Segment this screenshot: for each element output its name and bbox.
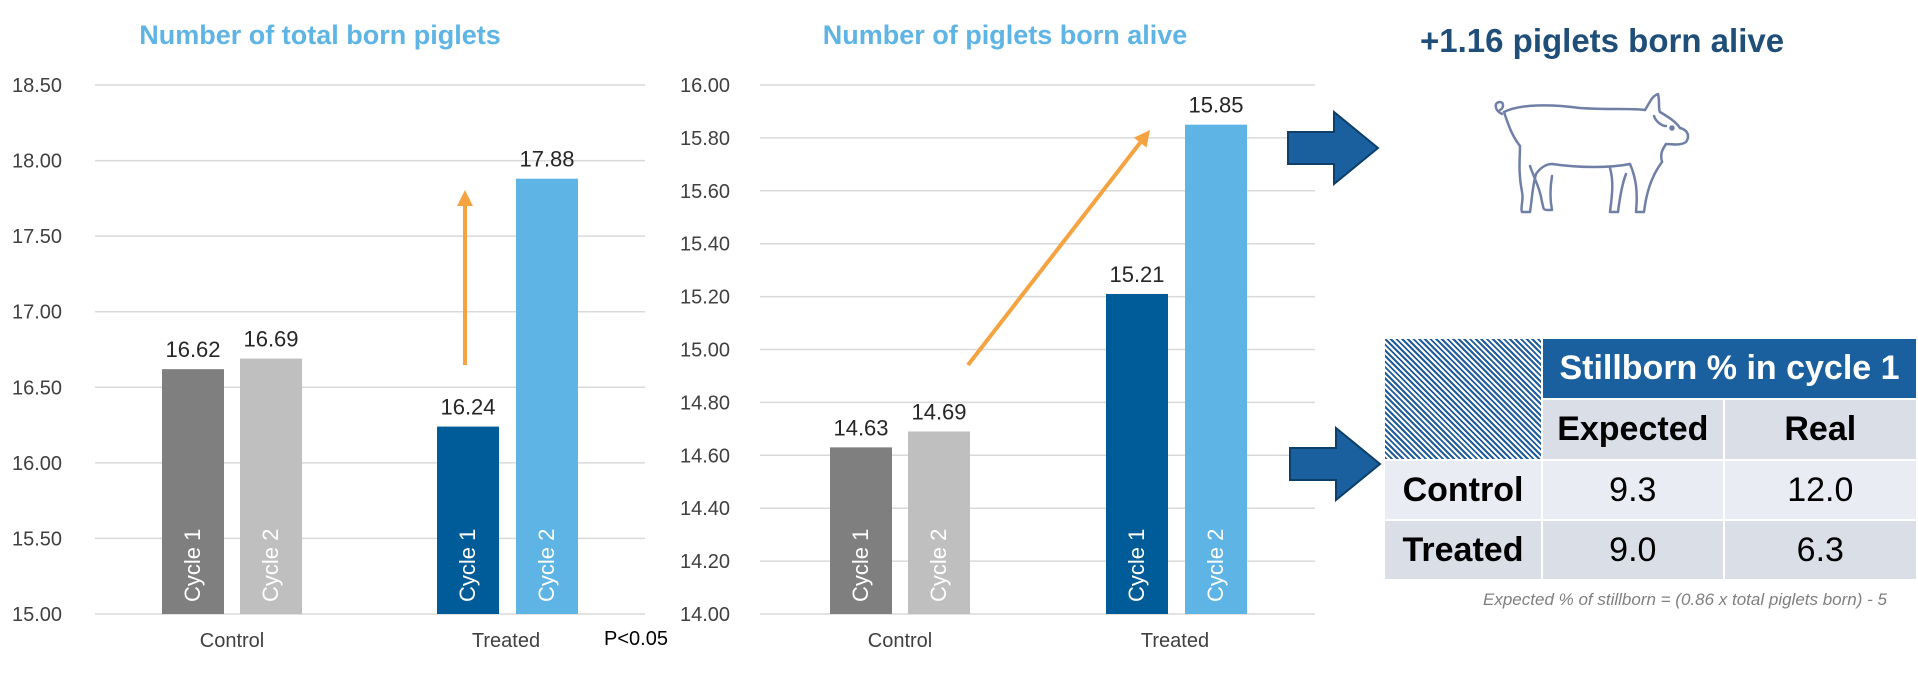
data-label: 14.63 bbox=[833, 415, 888, 440]
series-label: Cycle 1 bbox=[848, 529, 873, 602]
bar-control-cycle2 bbox=[240, 358, 302, 614]
y-tick-label: 15.40 bbox=[680, 234, 730, 256]
y-tick-label: 16.00 bbox=[680, 75, 730, 97]
data-label: 16.62 bbox=[165, 337, 220, 362]
y-tick-label: 14.80 bbox=[680, 392, 730, 414]
table-title: Stillborn % in cycle 1 bbox=[1541, 337, 1918, 400]
control-real: 12.0 bbox=[1722, 459, 1918, 521]
treated-real: 6.3 bbox=[1722, 519, 1918, 581]
headline: +1.16 piglets born alive bbox=[1420, 22, 1785, 59]
data-label: 17.88 bbox=[519, 147, 574, 172]
y-tick-label: 18.50 bbox=[12, 75, 62, 97]
hatch-cell bbox=[1383, 337, 1543, 461]
y-tick-label: 16.50 bbox=[12, 377, 62, 399]
series-label: Cycle 1 bbox=[1124, 529, 1149, 602]
bar-control-cycle2 bbox=[908, 431, 970, 614]
y-tick-label: 17.50 bbox=[12, 226, 62, 248]
y-tick-label: 15.80 bbox=[680, 128, 730, 150]
right-arrow-icon bbox=[1289, 426, 1382, 502]
treated-expected: 9.0 bbox=[1541, 519, 1725, 581]
trend-arrowhead bbox=[457, 190, 473, 206]
series-label: Cycle 2 bbox=[1203, 529, 1228, 602]
left-chart: 15.00 15.50 16.00 16.50 17.00 17.50 18.00 18.50… bbox=[12, 75, 645, 652]
series-label: Cycle 2 bbox=[926, 529, 951, 602]
table-footnote: Expected % of stillborn = (0.86 x total … bbox=[1483, 590, 1887, 609]
p-value-label: P<0.05 bbox=[604, 628, 668, 650]
trend-arrow bbox=[966, 141, 1142, 367]
right-chart: 14.00 14.20 14.40 14.60 14.80 15.00 15.20 15.40… bbox=[680, 75, 1315, 652]
right-arrow-icon bbox=[1287, 110, 1380, 186]
bar-treated-cycle1 bbox=[1106, 293, 1168, 614]
right-chart-title: Number of piglets born alive bbox=[822, 20, 1188, 50]
y-tick-label: 14.40 bbox=[680, 498, 730, 520]
bar-treated-cycle1 bbox=[437, 426, 499, 614]
series-label: Cycle 1 bbox=[180, 529, 205, 602]
x-category-label: Treated bbox=[472, 630, 540, 652]
x-category-label: Treated bbox=[1141, 630, 1209, 652]
series-label: Cycle 2 bbox=[258, 529, 283, 602]
pig-icon bbox=[1494, 92, 1690, 214]
bar-control-cycle1 bbox=[162, 369, 224, 614]
series-label: Cycle 2 bbox=[534, 529, 559, 602]
y-tick-label: 15.00 bbox=[680, 340, 730, 362]
data-label: 16.24 bbox=[440, 395, 495, 420]
data-label: 16.69 bbox=[243, 327, 298, 352]
x-category-label: Control bbox=[200, 630, 264, 652]
series-label: Cycle 1 bbox=[455, 529, 480, 602]
col-header-expected: Expected bbox=[1541, 398, 1725, 461]
bar-treated-cycle2 bbox=[1185, 124, 1247, 615]
trend-arrowhead bbox=[1133, 130, 1150, 148]
x-category-label: Control bbox=[868, 630, 932, 652]
control-expected: 9.3 bbox=[1541, 459, 1725, 521]
bar-control-cycle1 bbox=[830, 447, 892, 614]
data-label: 14.69 bbox=[911, 399, 966, 424]
y-tick-label: 16.00 bbox=[12, 453, 62, 475]
col-header-real: Real bbox=[1722, 398, 1918, 461]
bar-treated-cycle2 bbox=[516, 178, 578, 615]
y-tick-label: 14.00 bbox=[680, 604, 730, 626]
y-tick-label: 14.60 bbox=[680, 445, 730, 467]
stillborn-table: Stillborn % in cycle 1 Expected Real Con… bbox=[1383, 337, 1918, 581]
y-tick-label: 15.60 bbox=[680, 181, 730, 203]
y-tick-label: 15.20 bbox=[680, 287, 730, 309]
y-tick-label: 14.20 bbox=[680, 551, 730, 573]
y-tick-label: 15.50 bbox=[12, 528, 62, 550]
y-tick-label: 15.00 bbox=[12, 604, 62, 626]
row-label-treated: Treated bbox=[1383, 519, 1543, 581]
data-label: 15.85 bbox=[1188, 93, 1243, 118]
y-tick-label: 18.00 bbox=[12, 151, 62, 173]
y-tick-label: 17.00 bbox=[12, 302, 62, 324]
data-label: 15.21 bbox=[1109, 262, 1164, 287]
row-label-control: Control bbox=[1383, 459, 1543, 521]
left-chart-title: Number of total born piglets bbox=[139, 20, 501, 50]
